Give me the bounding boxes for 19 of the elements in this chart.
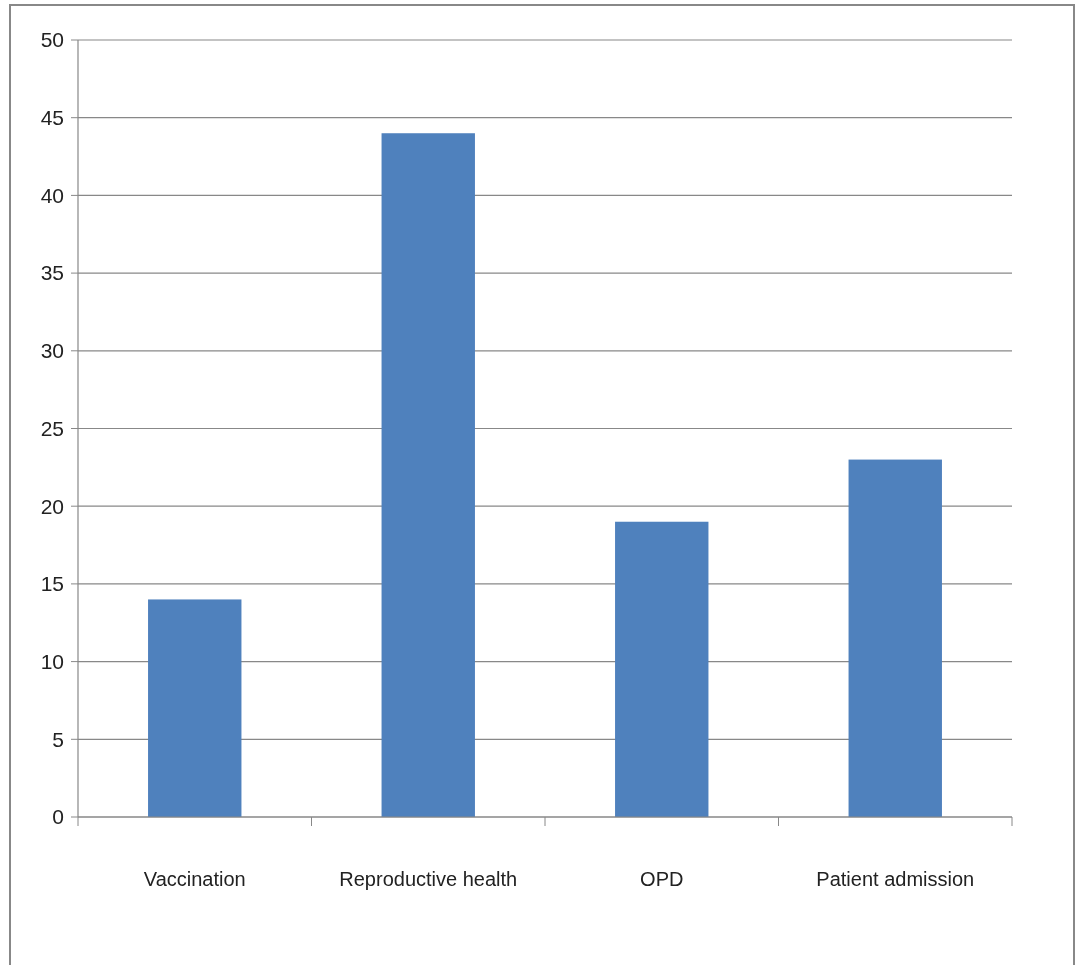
y-tick-label: 20 bbox=[40, 494, 64, 518]
y-tick-label: 35 bbox=[40, 261, 64, 285]
y-tick-label: 15 bbox=[40, 572, 64, 596]
y-tick-label: 50 bbox=[40, 28, 64, 52]
y-tick-label: 25 bbox=[40, 416, 64, 440]
bar bbox=[148, 599, 242, 817]
x-tick-label: Reproductive health bbox=[339, 868, 518, 890]
x-tick-label: OPD bbox=[640, 868, 684, 890]
y-tick-label: 40 bbox=[40, 183, 64, 207]
x-tick-label: Patient admission bbox=[816, 868, 975, 890]
y-tick-label: 10 bbox=[40, 649, 64, 673]
bar bbox=[848, 459, 942, 817]
y-tick-label: 0 bbox=[52, 805, 64, 829]
y-tick-label: 5 bbox=[52, 727, 64, 751]
bar bbox=[381, 133, 475, 817]
y-tick-label: 45 bbox=[40, 106, 64, 130]
bar bbox=[615, 521, 709, 817]
y-tick-label: 30 bbox=[40, 339, 64, 363]
x-tick-label: Vaccination bbox=[143, 868, 246, 890]
